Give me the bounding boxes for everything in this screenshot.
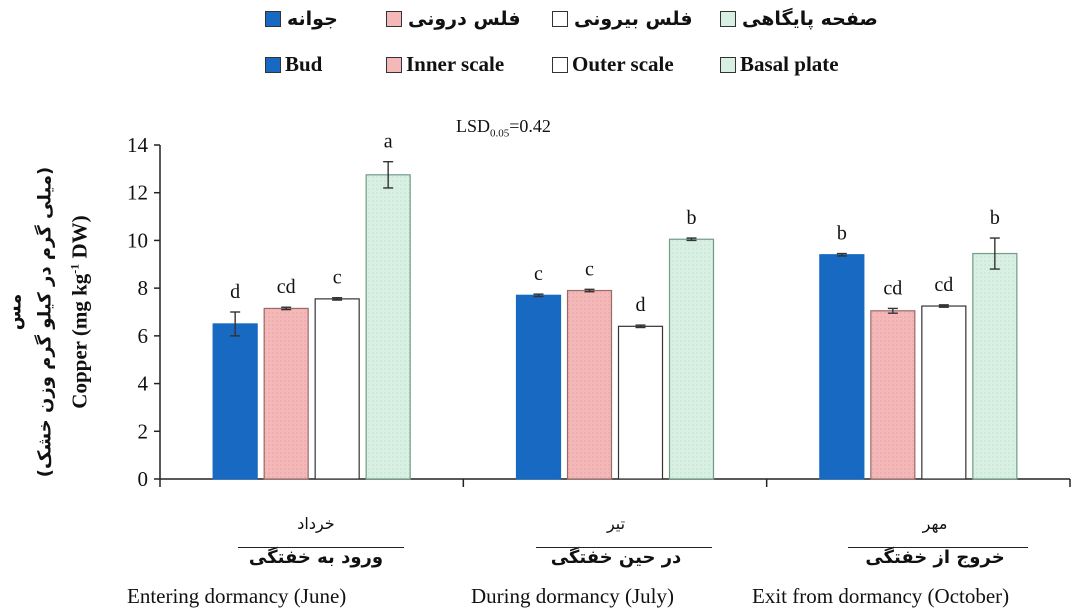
legend-swatch-inner-scale (386, 11, 402, 27)
significance-label: c (585, 258, 594, 280)
significance-label: b (837, 223, 847, 245)
group-1-en: Entering dormancy (June) (127, 584, 347, 608)
significance-label: d (230, 281, 240, 303)
group-1-stage: ورود به خفتگی (248, 547, 384, 568)
legend-item-outer-fa: فلس بیرونی (552, 8, 693, 30)
legend-label-outer-fa: فلس بیرونی (574, 8, 693, 30)
axes: 0 2 4 6 8 10 12 14 (127, 133, 1071, 491)
bar (566, 289, 613, 480)
legend-swatch-basal-en (720, 56, 736, 73)
legend-label-basal-fa: صفحه پایگاهی (742, 8, 878, 30)
bar (515, 294, 562, 480)
significance-label: b (687, 207, 697, 229)
significance-label: cd (883, 277, 902, 299)
significance-label: d (636, 294, 646, 316)
legend-label-inner-en: Inner scale (406, 52, 505, 76)
y-tick-label: 4 (138, 372, 149, 396)
bar (921, 305, 967, 480)
legend-swatch-inner-en (386, 56, 402, 73)
legend-label-outer-en: Outer scale (572, 52, 674, 76)
legend-swatch-outer-scale (552, 11, 568, 27)
significance-label: a (384, 131, 393, 153)
legend-item-basal-fa: صفحه پایگاهی (720, 8, 878, 30)
legend-item-basal-en: Basal plate (720, 52, 839, 77)
group-2-rule (536, 547, 712, 548)
legend-swatch-bud (265, 11, 281, 27)
y-tick-label: 14 (127, 133, 149, 157)
significance-label: cd (277, 276, 296, 298)
legend-swatch-outer-en (552, 56, 568, 73)
group-1-month: خرداد (297, 514, 335, 533)
bar (617, 325, 664, 480)
group-3-month: مهر (922, 514, 948, 533)
y-tick-label: 10 (127, 228, 148, 252)
legend-item-inner-fa: فلس درونی (386, 8, 521, 30)
y-tick-label: 12 (127, 181, 148, 205)
bar (819, 254, 865, 480)
legend-item-bud-fa: جوانه (265, 8, 338, 30)
bar (972, 252, 1018, 480)
significance-label: c (333, 267, 342, 289)
y-tick-label: 2 (138, 419, 149, 443)
group-2-en: During dormancy (July) (471, 584, 674, 608)
bar (263, 307, 309, 480)
group-3-rule (848, 547, 1028, 548)
legend-item-bud-en: Bud (265, 52, 322, 77)
bar (365, 174, 411, 480)
y-tick-label: 8 (138, 276, 149, 300)
group-label-3: مهر خروج از خفتگی (805, 514, 1065, 568)
bar (314, 298, 360, 480)
group-2-stage: در حین خفتگی (550, 547, 682, 568)
legend-label-bud-en: Bud (285, 52, 323, 76)
group-3-en: Exit from dormancy (October) (752, 584, 1010, 608)
group-2-month: تیر (606, 514, 626, 533)
lsd-annotation: LSD0.05=0.42 (456, 116, 551, 140)
group-1-rule (238, 547, 404, 548)
group-3-stage: خروج از خفتگی (865, 547, 1005, 568)
legend-item-outer-en: Outer scale (552, 52, 674, 77)
group-label-2: تیر در حین خفتگی (486, 514, 746, 568)
bar (870, 310, 916, 480)
lsd-subscript: 0.05 (490, 127, 510, 140)
group-label-1: خرداد ورود به خفتگی (186, 514, 446, 568)
legend-label-inner-fa: فلس درونی (408, 8, 521, 30)
bar (668, 238, 715, 480)
lsd-prefix: LSD (456, 116, 491, 136)
significance-label: c (534, 263, 543, 285)
bar (212, 323, 258, 480)
lsd-value: =0.42 (509, 116, 551, 136)
significance-label: b (990, 207, 1000, 229)
y-tick-label: 0 (138, 467, 149, 491)
legend-label-bud-fa: جوانه (287, 8, 338, 30)
legend-label-basal-en: Basal plate (740, 52, 839, 76)
significance-label: cd (934, 274, 953, 296)
legend-swatch-bud-en (265, 56, 281, 73)
y-tick-label: 6 (138, 324, 149, 348)
legend-item-inner-en: Inner scale (386, 52, 504, 77)
legend-swatch-basal-plate (720, 11, 736, 27)
